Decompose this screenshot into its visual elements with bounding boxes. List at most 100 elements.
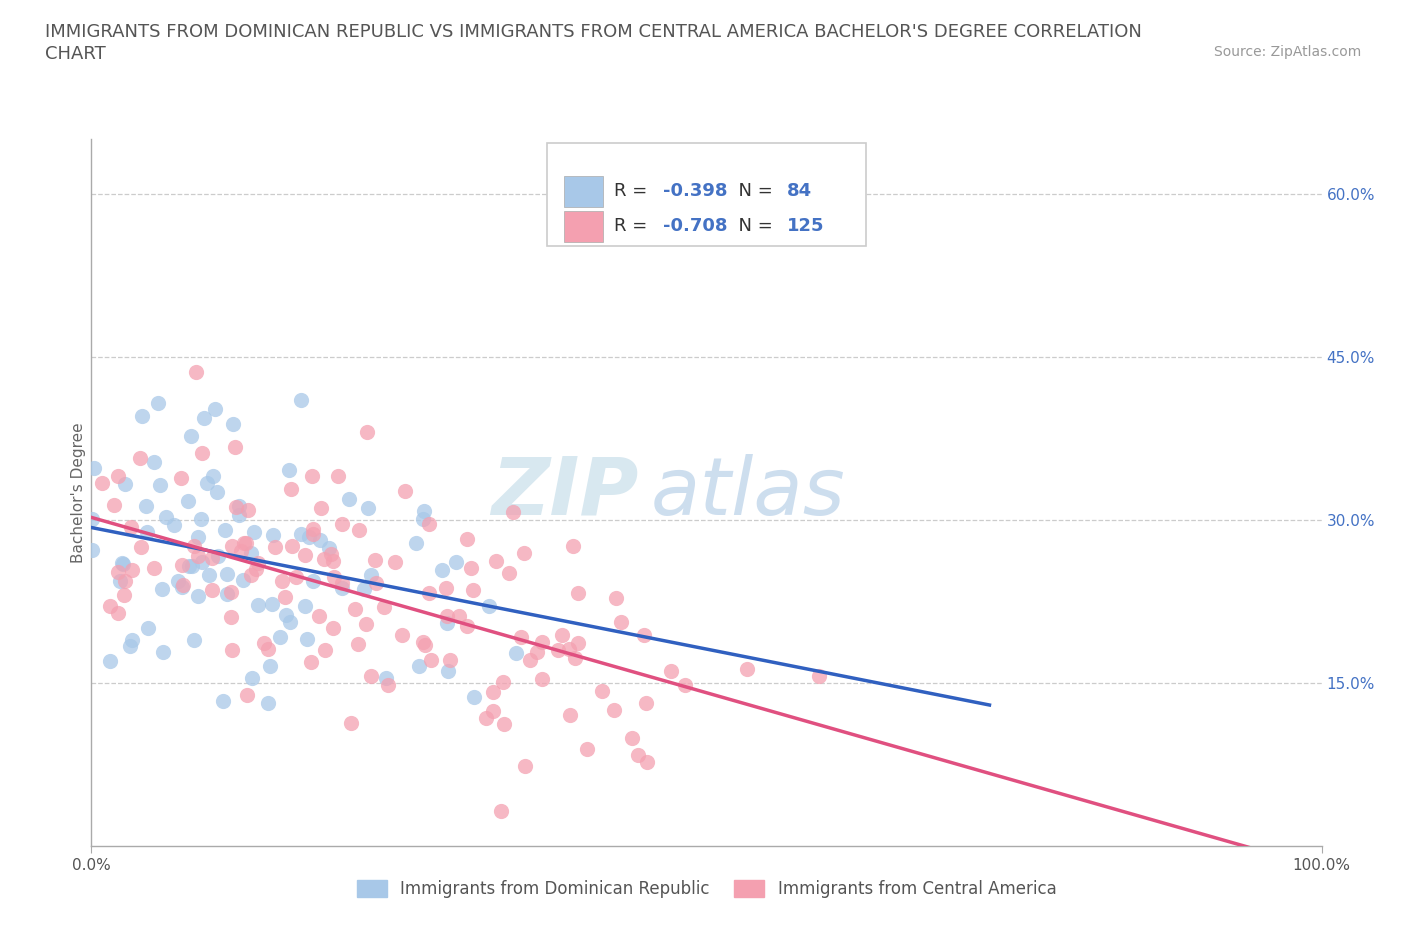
Point: [163, 517, 186, 532]
Point: [551, 628, 574, 643]
Point: [322, 553, 344, 568]
Point: [456, 618, 478, 633]
Point: [605, 591, 627, 605]
Point: [242, 671, 264, 685]
Point: [290, 526, 312, 541]
Point: [346, 637, 368, 652]
Point: [353, 581, 375, 596]
Point: [201, 468, 224, 483]
Point: [621, 730, 644, 745]
Point: [391, 628, 413, 643]
Point: [412, 512, 434, 526]
Point: [191, 555, 214, 570]
Point: [364, 576, 387, 591]
Point: [356, 425, 378, 440]
Point: [394, 483, 416, 498]
Point: [187, 589, 209, 604]
Point: [301, 527, 323, 542]
Point: [121, 563, 143, 578]
Point: [131, 408, 153, 423]
Point: [103, 498, 125, 512]
Point: [187, 529, 209, 544]
Point: [228, 508, 250, 523]
Point: [240, 546, 263, 561]
Point: [91, 475, 114, 490]
Point: [247, 597, 270, 612]
Point: [332, 580, 354, 595]
Point: [591, 684, 613, 698]
Point: [193, 410, 215, 425]
Point: [257, 696, 280, 711]
Point: [232, 573, 254, 588]
Point: [418, 516, 440, 531]
Legend: Immigrants from Dominican Republic, Immigrants from Central America: Immigrants from Dominican Republic, Immi…: [350, 873, 1063, 905]
Point: [413, 503, 436, 518]
Point: [439, 653, 461, 668]
Point: [107, 606, 129, 621]
Point: [114, 477, 136, 492]
Point: [222, 417, 245, 432]
Point: [280, 482, 302, 497]
Point: [659, 664, 682, 679]
Point: [120, 519, 142, 534]
Text: Source: ZipAtlas.com: Source: ZipAtlas.com: [1213, 45, 1361, 59]
Point: [225, 499, 247, 514]
Point: [269, 630, 291, 644]
Point: [547, 643, 569, 658]
Point: [436, 616, 458, 631]
Point: [211, 694, 233, 709]
Point: [505, 645, 527, 660]
Point: [328, 469, 350, 484]
Point: [83, 460, 105, 475]
Point: [312, 551, 335, 566]
Point: [142, 561, 165, 576]
Point: [256, 641, 278, 656]
Point: [183, 538, 205, 553]
Point: [235, 536, 257, 551]
Point: [221, 538, 243, 553]
Point: [198, 568, 221, 583]
Point: [434, 580, 457, 595]
Point: [460, 561, 482, 576]
Text: -0.708: -0.708: [664, 218, 728, 235]
Point: [172, 557, 194, 572]
Point: [405, 536, 427, 551]
Point: [190, 445, 212, 460]
Point: [408, 658, 430, 673]
Text: 125: 125: [786, 218, 824, 235]
Point: [475, 711, 498, 725]
Point: [201, 551, 224, 565]
Point: [531, 635, 554, 650]
Point: [482, 684, 505, 699]
Point: [82, 512, 104, 526]
Point: [567, 636, 589, 651]
Point: [112, 588, 135, 603]
Point: [217, 587, 239, 602]
Point: [107, 468, 129, 483]
Text: ZIP: ZIP: [492, 454, 638, 532]
Point: [489, 804, 512, 818]
Point: [301, 469, 323, 484]
Point: [98, 598, 121, 613]
Point: [737, 662, 759, 677]
Point: [271, 574, 294, 589]
Point: [201, 582, 224, 597]
Point: [107, 565, 129, 579]
Point: [177, 494, 200, 509]
Point: [284, 569, 307, 584]
Point: [318, 540, 340, 555]
Point: [412, 634, 434, 649]
Point: [114, 573, 136, 588]
Point: [150, 581, 173, 596]
Point: [262, 527, 284, 542]
Point: [111, 556, 134, 571]
Point: [634, 696, 657, 711]
Point: [309, 500, 332, 515]
Point: [236, 503, 259, 518]
Point: [187, 549, 209, 564]
FancyBboxPatch shape: [547, 143, 866, 246]
Point: [513, 545, 536, 560]
Point: [347, 523, 370, 538]
Point: [436, 609, 458, 624]
Point: [228, 498, 250, 513]
